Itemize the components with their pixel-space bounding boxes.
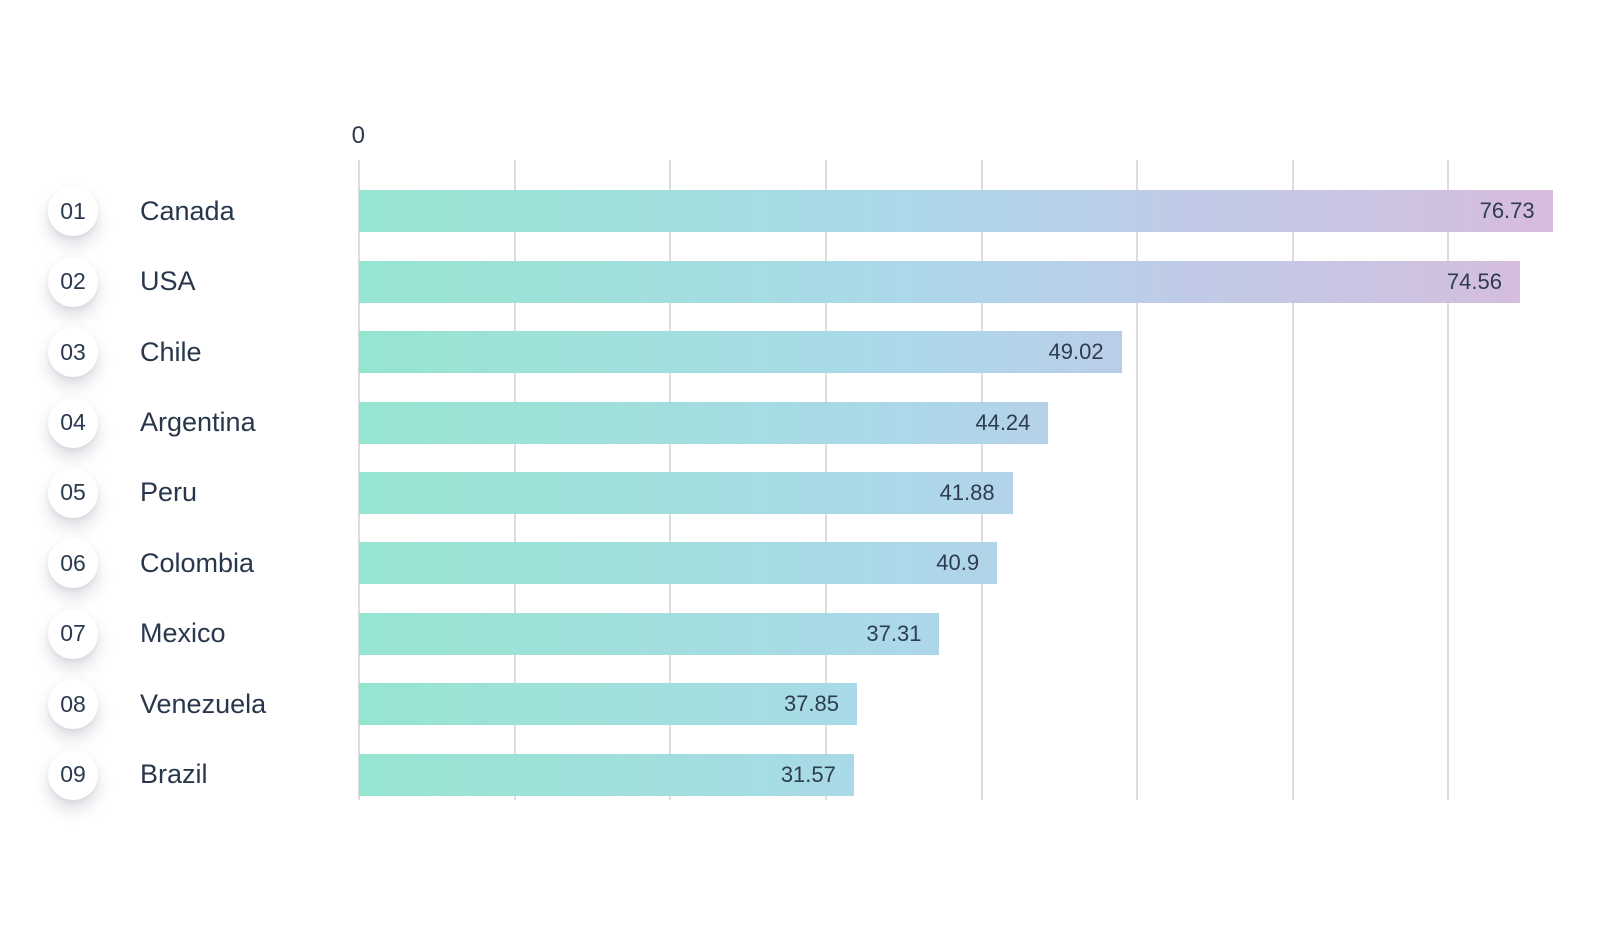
country-label: Venezuela xyxy=(140,688,267,719)
rank-badge: 06 xyxy=(48,538,98,589)
table-row: 05 Peru 41.88 xyxy=(0,444,1604,518)
bar-value-label: 49.02 xyxy=(1048,339,1104,365)
bar-rows: 01 Canada 76.73 02 USA 74.56 03 Chile 49… xyxy=(0,162,1604,800)
bar-value-label: 31.57 xyxy=(780,761,836,787)
table-row: 07 Mexico 37.31 xyxy=(0,584,1604,659)
bar-value-label: 37.85 xyxy=(783,691,839,717)
bar-value-label: 74.56 xyxy=(1446,268,1502,294)
table-row: 01 Canada 76.73 xyxy=(0,162,1604,237)
value-bar: 40.9 xyxy=(359,542,998,585)
value-bar: 37.85 xyxy=(359,683,857,726)
bar-value-label: 40.9 xyxy=(936,550,980,576)
table-row: 02 USA 74.56 xyxy=(0,232,1604,307)
bar-value-label: 37.31 xyxy=(866,620,922,646)
value-bar: 37.31 xyxy=(359,612,940,655)
country-label: Argentina xyxy=(140,407,256,438)
country-label: Brazil xyxy=(140,759,208,790)
country-label: Mexico xyxy=(140,618,226,649)
country-label: USA xyxy=(140,266,196,297)
gridline xyxy=(1136,160,1139,800)
x-axis-zero-tick-label: 0 xyxy=(351,122,366,149)
rank-badge: 04 xyxy=(48,397,98,448)
table-row: 06 Colombia 40.9 xyxy=(0,514,1604,589)
value-bar: 44.24 xyxy=(359,401,1049,444)
value-bar: 49.02 xyxy=(359,331,1122,374)
table-row: 03 Chile 49.02 xyxy=(0,303,1604,378)
rank-badge: 08 xyxy=(48,679,98,730)
table-row: 04 Argentina 44.24 xyxy=(0,373,1604,448)
value-bar: 41.88 xyxy=(359,471,1013,514)
bar-value-label: 76.73 xyxy=(1479,198,1535,224)
country-label: Colombia xyxy=(140,547,255,578)
value-bar: 76.73 xyxy=(359,190,1553,233)
rank-badge: 09 xyxy=(48,749,98,800)
gridline xyxy=(1291,160,1294,800)
bar-value-label: 44.24 xyxy=(975,409,1031,435)
country-label: Canada xyxy=(140,195,235,226)
table-row: 08 Venezuela 37.85 xyxy=(0,655,1604,730)
country-label: Chile xyxy=(140,336,202,367)
rank-badge: 07 xyxy=(48,608,98,659)
value-bar: 74.56 xyxy=(359,260,1520,303)
bar-value-label: 41.88 xyxy=(939,479,995,505)
rank-badge: 05 xyxy=(48,467,98,518)
country-label: Peru xyxy=(140,477,198,508)
rank-badge: 01 xyxy=(48,186,98,237)
value-bar: 31.57 xyxy=(359,753,854,796)
table-row: 09 Brazil 31.57 xyxy=(0,725,1604,800)
gridline xyxy=(1447,160,1450,800)
rank-badge: 02 xyxy=(48,256,98,307)
rank-badge: 03 xyxy=(48,327,98,378)
